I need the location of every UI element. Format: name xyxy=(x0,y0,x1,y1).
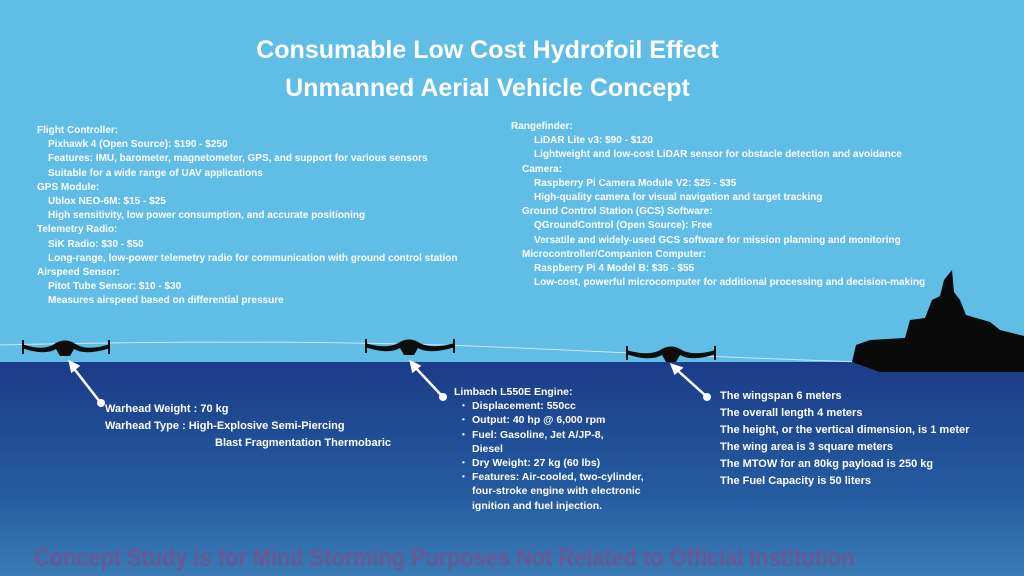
list-item: Suitable for a wide range of UAV applica… xyxy=(48,167,263,179)
spec-line: The overall length 4 meters xyxy=(720,407,863,419)
flight-path xyxy=(0,341,861,363)
list-header: Telemetry Radio: xyxy=(37,224,118,236)
drone-1 xyxy=(22,340,110,356)
list-item: QGroundControl (Open Source): Free xyxy=(534,220,713,232)
list-item: Low-cost, powerful microcomputer for add… xyxy=(534,277,926,289)
list-item: High-quality camera for visual navigatio… xyxy=(534,192,823,204)
engine-info: Limbach L550E Engine: Displacement: 550c… xyxy=(454,385,669,513)
title-line-2: Unmanned Aerial Vehicle Concept xyxy=(285,74,690,102)
spec-line: The wing area is 3 square meters xyxy=(720,441,894,453)
engine-spec: Output: 40 hp @ 6,000 rpm xyxy=(462,413,669,427)
disclaimer-footer: Concept Study is for Mind Storming Purpo… xyxy=(34,544,855,572)
warhead-type-cont: Blast Fragmentation Thermobaric xyxy=(215,437,392,449)
list-item: Raspberry Pi Camera Module V2: $25 - $35 xyxy=(534,177,737,189)
list-header: Ground Control Station (GCS) Software: xyxy=(522,206,713,218)
list-item: Pitot Tube Sensor: $10 - $30 xyxy=(48,281,182,293)
list-item: Versatile and widely-used GCS software f… xyxy=(534,234,901,246)
engine-spec: Fuel: Gasoline, Jet A/JP-8, Diesel xyxy=(462,428,612,456)
list-item: Raspberry Pi 4 Model B: $35 - $55 xyxy=(534,263,695,275)
list-header: Airspeed Sensor: xyxy=(37,267,120,279)
page-title: Consumable Low Cost Hydrofoil Effect Unm… xyxy=(0,31,975,107)
left-components-list: Flight Controller: Pixhawk 4 (Open Sourc… xyxy=(37,124,457,309)
engine-spec: Dry Weight: 27 kg (60 lbs) xyxy=(462,456,669,470)
warhead-info: Warhead Weight : 70 kg Warhead Type : Hi… xyxy=(105,401,391,452)
list-item: LiDAR Lite v3: $90 - $120 xyxy=(534,135,653,147)
ship-silhouette xyxy=(852,270,1024,372)
list-item: Long-range, low-power telemetry radio fo… xyxy=(48,252,458,264)
engine-header: Limbach L550E Engine: xyxy=(454,386,573,398)
dimension-specs: The wingspan 6 meters The overall length… xyxy=(720,388,969,490)
engine-spec: Features: Air-cooled, two-cylinder, four… xyxy=(462,470,669,513)
list-item: Pixhawk 4 (Open Source): $190 - $250 xyxy=(48,139,228,151)
spec-line: The wingspan 6 meters xyxy=(720,390,842,402)
list-header: Rangefinder: xyxy=(511,121,573,132)
list-item: SiK Radio: $30 - $50 xyxy=(48,238,144,250)
right-components-list: Rangefinder: LiDAR Lite v3: $90 - $120 L… xyxy=(511,120,925,290)
drone-2 xyxy=(365,339,455,355)
list-item: Lightweight and low-cost LiDAR sensor fo… xyxy=(534,149,902,161)
spec-line: The MTOW for an 80kg payload is 250 kg xyxy=(720,458,934,470)
title-line-1: Consumable Low Cost Hydrofoil Effect xyxy=(256,36,719,64)
list-header: Microcontroller/Companion Computer: xyxy=(522,248,706,260)
spec-line: The height, or the vertical dimension, i… xyxy=(720,424,970,436)
list-item: High sensitivity, low power consumption,… xyxy=(48,210,366,222)
warhead-type: Warhead Type : High-Explosive Semi-Pierc… xyxy=(105,420,345,432)
list-item: Measures airspeed based on differential … xyxy=(48,295,284,307)
callout-arrows xyxy=(68,359,711,407)
list-header: Flight Controller: xyxy=(37,125,119,136)
list-header: GPS Module: xyxy=(37,181,100,193)
list-item: Ublox NEO-6M: $15 - $25 xyxy=(48,196,166,208)
engine-spec: Displacement: 550cc xyxy=(462,399,669,413)
drone-3 xyxy=(626,346,716,362)
list-item: Features: IMU, barometer, magnetometer, … xyxy=(48,153,428,165)
spec-line: The Fuel Capacity is 50 liters xyxy=(720,475,872,487)
list-header: Camera: xyxy=(522,163,563,175)
warhead-weight: Warhead Weight : 70 kg xyxy=(105,403,229,415)
